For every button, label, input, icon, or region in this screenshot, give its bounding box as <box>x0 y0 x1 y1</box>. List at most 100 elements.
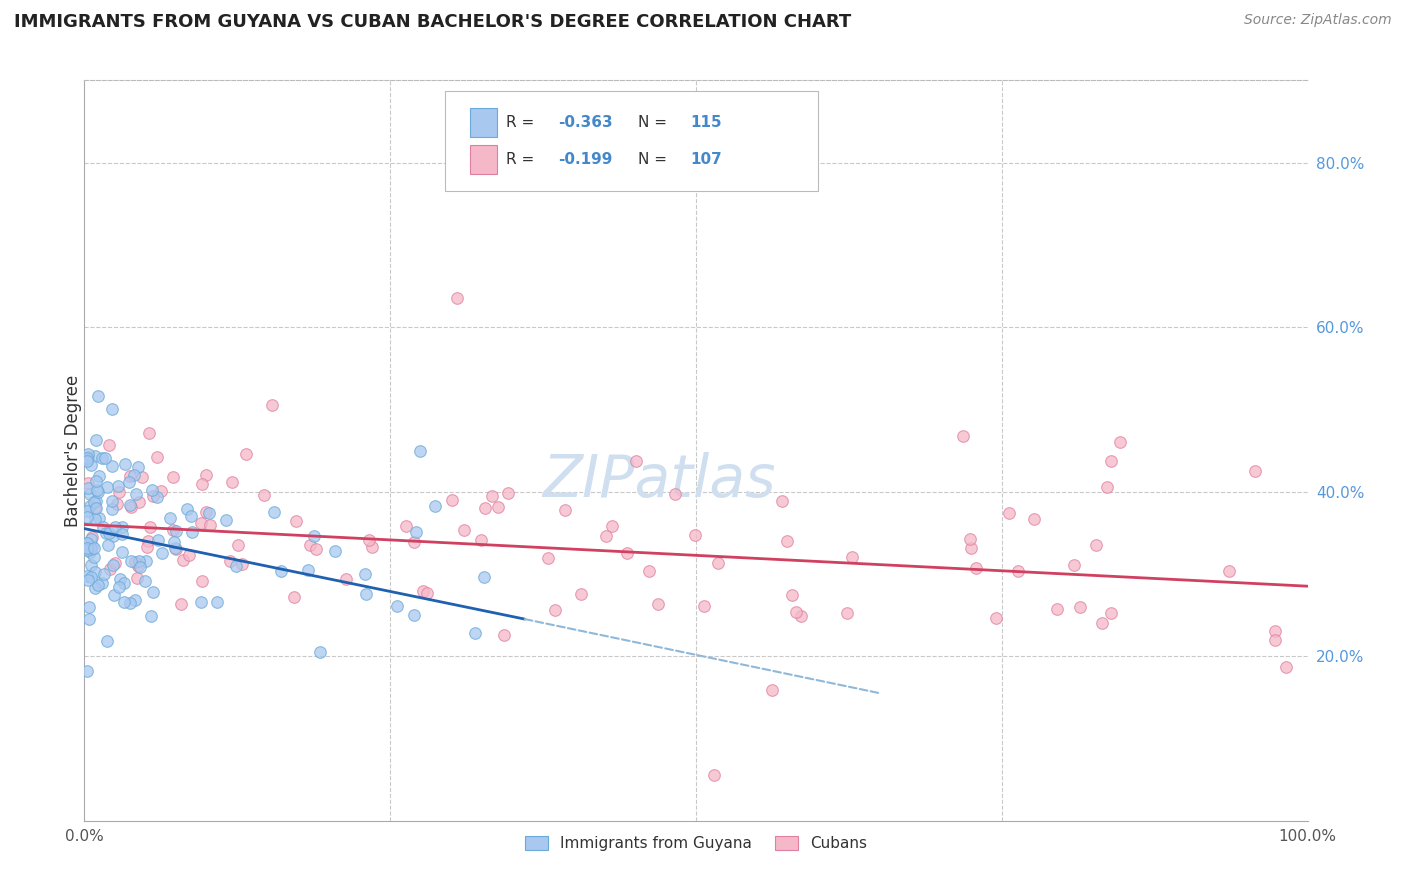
Point <box>146 490 169 504</box>
Point <box>841 550 863 565</box>
Point <box>1099 606 1122 620</box>
Point <box>120 469 142 483</box>
Point <box>112 595 135 609</box>
Point <box>146 450 169 464</box>
Point <box>180 508 202 523</box>
Point <box>492 628 515 642</box>
Point <box>129 560 152 574</box>
Point <box>87 577 110 591</box>
Text: R =: R = <box>506 115 540 130</box>
Point <box>79 532 101 546</box>
Point <box>134 574 156 589</box>
Point <box>101 558 124 573</box>
Text: -0.363: -0.363 <box>558 115 613 130</box>
Point <box>835 606 858 620</box>
Y-axis label: Bachelor's Degree: Bachelor's Degree <box>65 375 82 526</box>
Point <box>453 523 475 537</box>
Point <box>107 479 129 493</box>
Point <box>111 545 134 559</box>
Point <box>127 558 149 573</box>
Point <box>325 544 347 558</box>
Point <box>683 528 706 542</box>
Point <box>84 500 107 515</box>
Point <box>105 497 128 511</box>
Point <box>76 454 98 468</box>
Point <box>101 501 124 516</box>
Text: N =: N = <box>638 115 672 130</box>
Point <box>253 488 276 502</box>
Point <box>135 554 157 568</box>
Point <box>89 469 111 483</box>
Point <box>91 451 114 466</box>
Point <box>77 475 100 490</box>
Point <box>496 486 519 500</box>
Point <box>191 574 214 589</box>
Point <box>124 593 146 607</box>
Point <box>624 454 647 468</box>
Point <box>474 500 496 515</box>
Point <box>1275 659 1298 673</box>
Point <box>124 555 146 569</box>
Point <box>150 546 173 560</box>
Point <box>770 493 793 508</box>
Point <box>361 540 384 554</box>
Point <box>536 550 558 565</box>
Point <box>231 557 253 571</box>
Point <box>77 450 100 464</box>
Point <box>108 572 131 586</box>
Point <box>101 402 124 417</box>
Point <box>139 608 162 623</box>
Point <box>353 566 375 581</box>
Point <box>219 554 242 568</box>
Point <box>297 563 319 577</box>
Point <box>1218 564 1240 578</box>
Point <box>118 498 141 512</box>
Point <box>87 511 110 525</box>
Point <box>544 603 567 617</box>
Point <box>141 483 163 498</box>
Point <box>142 489 165 503</box>
Text: Source: ZipAtlas.com: Source: ZipAtlas.com <box>1244 13 1392 28</box>
Point <box>359 533 381 547</box>
Point <box>423 500 446 514</box>
Point <box>142 584 165 599</box>
Point <box>785 605 807 619</box>
Point <box>416 585 439 599</box>
Point <box>83 495 105 509</box>
Point <box>195 468 218 483</box>
Point <box>191 477 214 491</box>
FancyBboxPatch shape <box>470 108 496 137</box>
Point <box>76 510 98 524</box>
Point <box>1091 616 1114 631</box>
Point <box>179 548 201 562</box>
Point <box>96 479 118 493</box>
Text: N =: N = <box>638 152 672 167</box>
Point <box>693 599 716 614</box>
FancyBboxPatch shape <box>470 145 496 174</box>
Point <box>120 554 142 568</box>
Point <box>1007 564 1029 578</box>
Point <box>780 588 803 602</box>
Point <box>76 536 98 550</box>
Point <box>93 566 115 581</box>
Point <box>205 595 228 609</box>
Point <box>104 520 127 534</box>
Point <box>80 539 103 553</box>
Point <box>83 549 105 564</box>
Point <box>128 495 150 509</box>
Point <box>776 533 799 548</box>
Point <box>270 564 292 578</box>
Point <box>80 558 103 573</box>
Point <box>162 469 184 483</box>
Text: R =: R = <box>506 152 540 167</box>
Point <box>125 571 148 585</box>
Point <box>97 526 120 541</box>
Point <box>1099 453 1122 467</box>
Point <box>76 452 98 467</box>
Point <box>1108 434 1130 449</box>
Point <box>76 536 98 550</box>
Point <box>120 500 142 514</box>
Point <box>108 485 131 500</box>
Point <box>335 573 357 587</box>
Point <box>472 570 495 584</box>
